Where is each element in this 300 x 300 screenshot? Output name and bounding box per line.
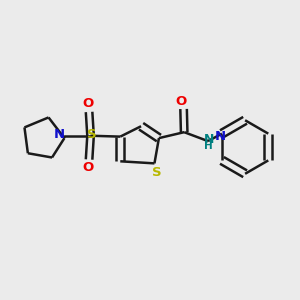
Text: N: N (204, 133, 214, 146)
Text: H: H (205, 141, 213, 152)
Text: O: O (83, 161, 94, 174)
Text: S: S (152, 166, 162, 179)
Text: O: O (83, 97, 94, 110)
Text: S: S (87, 128, 97, 141)
Text: N: N (54, 128, 65, 141)
Text: O: O (176, 95, 187, 108)
Text: N: N (215, 130, 226, 142)
